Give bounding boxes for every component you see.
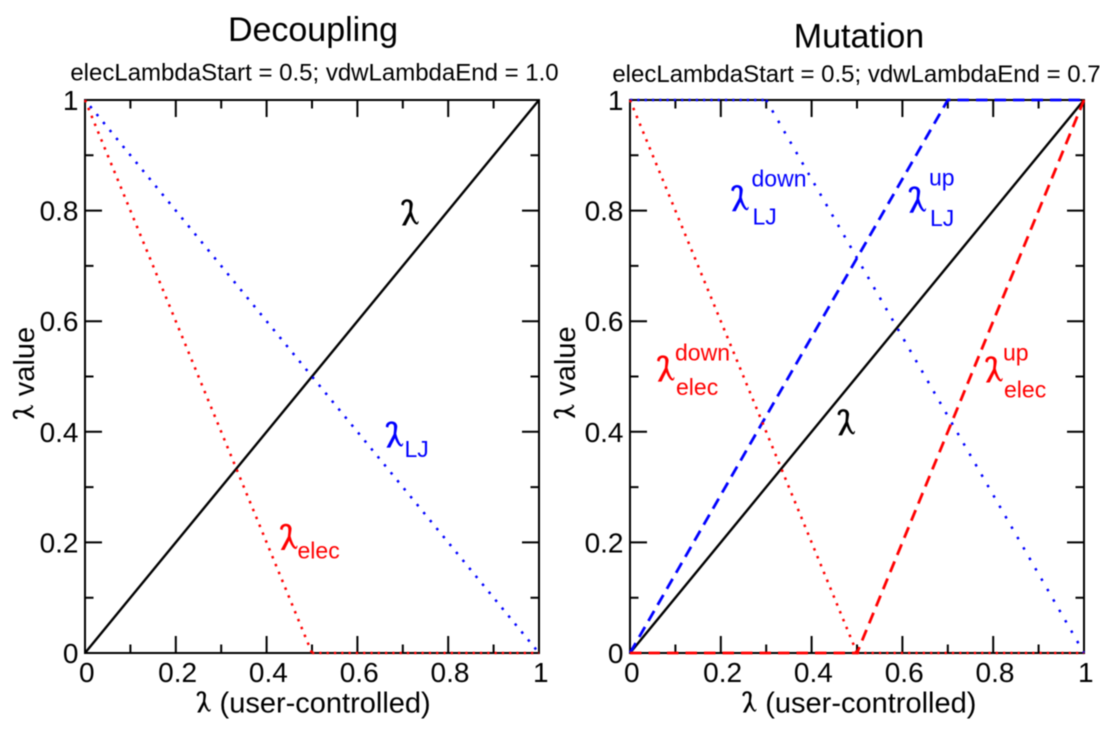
- svg-text:1: 1: [1078, 657, 1094, 688]
- svg-text:0.2: 0.2: [585, 527, 624, 558]
- svg-text:0.8: 0.8: [585, 196, 624, 227]
- svg-text:elecLambdaStart = 0.5; vdwLamb: elecLambdaStart = 0.5; vdwLambdaEnd = 1.…: [70, 60, 558, 87]
- svg-text:0: 0: [608, 638, 624, 669]
- svg-text:0: 0: [79, 657, 95, 688]
- svg-text:0: 0: [624, 657, 640, 688]
- svg-text:elec: elec: [1004, 377, 1046, 403]
- svg-text:Decoupling: Decoupling: [228, 11, 398, 49]
- svg-text:0.6: 0.6: [40, 306, 79, 337]
- svg-text:1: 1: [63, 85, 79, 116]
- svg-text:up: up: [929, 165, 955, 191]
- svg-text:0.8: 0.8: [40, 196, 79, 227]
- svg-text:0.8: 0.8: [976, 657, 1015, 688]
- svg-text:0.8: 0.8: [431, 657, 470, 688]
- svg-text:0.4: 0.4: [249, 657, 288, 688]
- svg-text:1: 1: [533, 657, 549, 688]
- svg-text:(user-controlled): (user-controlled): [212, 688, 431, 720]
- svg-text:LJ: LJ: [930, 205, 954, 231]
- svg-text:0.2: 0.2: [703, 657, 742, 688]
- svg-text:0.2: 0.2: [158, 657, 197, 688]
- svg-text:0.4: 0.4: [40, 417, 79, 448]
- svg-text:up: up: [1003, 340, 1029, 366]
- svg-text:0: 0: [63, 638, 79, 669]
- svg-text:(user-controlled): (user-controlled): [757, 688, 976, 720]
- svg-text:Mutation: Mutation: [794, 18, 924, 56]
- svg-text:down: down: [752, 166, 807, 192]
- svg-text:1: 1: [608, 85, 624, 116]
- svg-text:value: value: [9, 327, 41, 404]
- svg-text:LJ: LJ: [753, 204, 777, 230]
- svg-text:0.4: 0.4: [585, 417, 624, 448]
- svg-text:0.2: 0.2: [40, 527, 79, 558]
- svg-text:0.6: 0.6: [885, 657, 924, 688]
- svg-text:elec: elec: [676, 374, 718, 400]
- svg-text:elec: elec: [298, 538, 340, 564]
- svg-text:down: down: [675, 340, 730, 366]
- svg-text:LJ: LJ: [405, 436, 429, 462]
- svg-text:0.6: 0.6: [585, 306, 624, 337]
- svg-text:0.4: 0.4: [794, 657, 833, 688]
- svg-text:0.6: 0.6: [340, 657, 379, 688]
- svg-text:value: value: [550, 326, 582, 403]
- svg-text:elecLambdaStart = 0.5; vdwLamb: elecLambdaStart = 0.5; vdwLambdaEnd = 0.…: [612, 61, 1100, 88]
